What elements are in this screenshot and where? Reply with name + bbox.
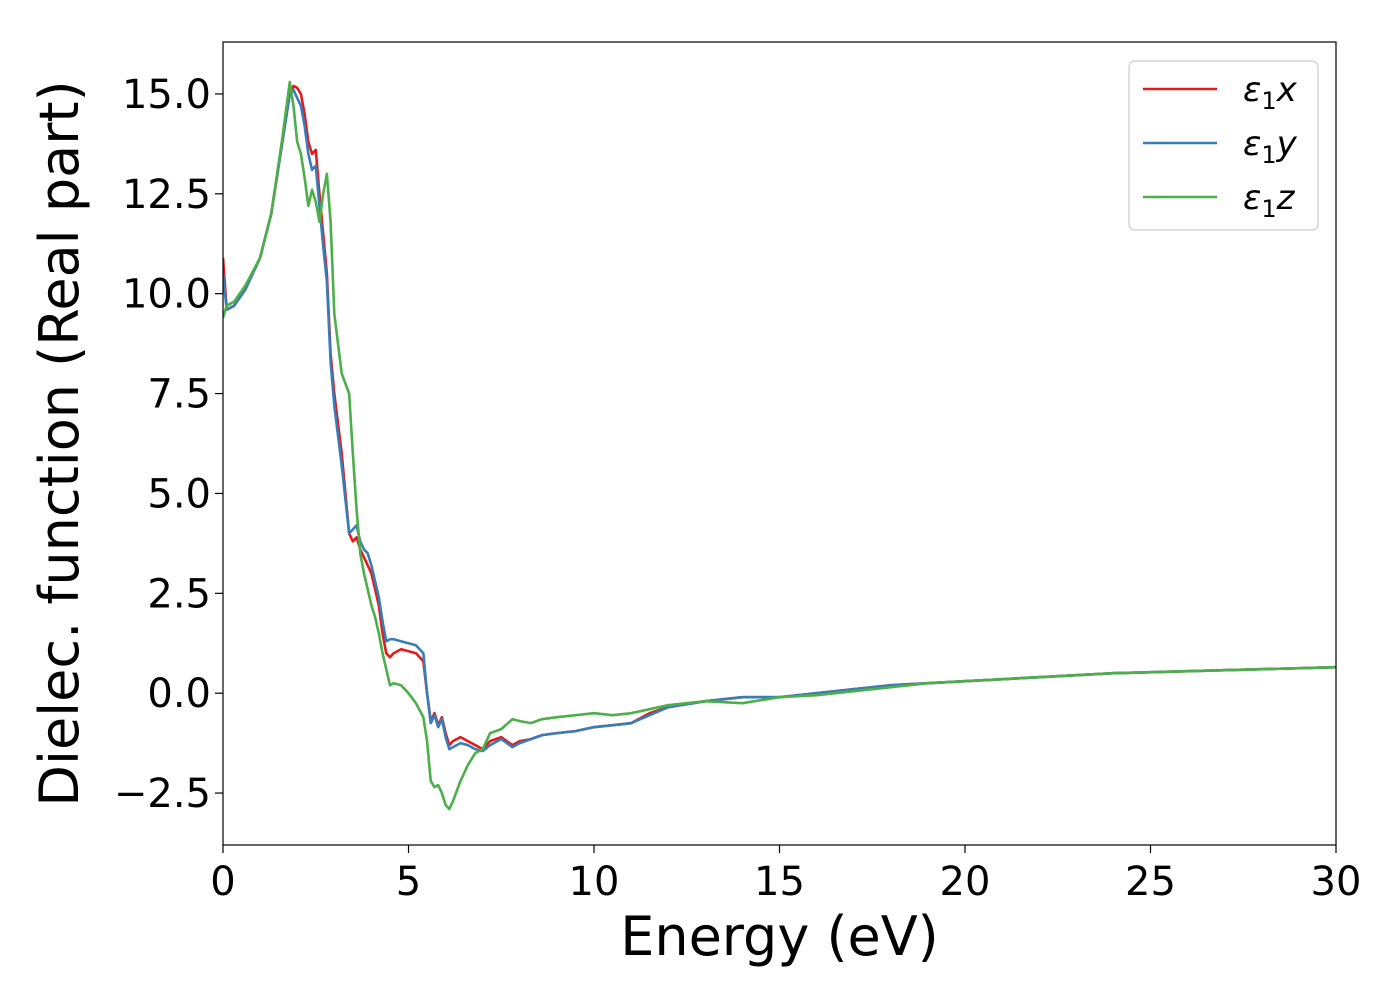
legend-box: [1128, 60, 1319, 231]
x-tick-label: 20: [940, 859, 991, 905]
y-tick-label: 12.5: [122, 172, 211, 218]
y-tick-label: −2.5: [114, 771, 211, 817]
legend-entry-y: ε1y: [1243, 124, 1298, 169]
legend-entry-x: ε1x: [1243, 70, 1298, 115]
legend: ε1x ε1y ε1z: [1128, 60, 1319, 231]
series-layer: [223, 80, 1336, 811]
x-axis-label: Energy (eV): [620, 905, 939, 968]
x-tick-label: 0: [210, 859, 235, 905]
legend-entry-z: ε1z: [1243, 178, 1296, 223]
y-tick-label: 2.5: [147, 571, 211, 617]
y-tick-label: 5.0: [147, 471, 211, 517]
y-tick-label: 15.0: [122, 72, 211, 118]
x-tick-label: 10: [569, 859, 620, 905]
x-tick-label: 5: [396, 859, 421, 905]
x-axis-ticks: 0 5 10 15 20 25 30: [210, 845, 1361, 905]
x-tick-label: 30: [1311, 859, 1362, 905]
y-tick-label: 7.5: [147, 372, 211, 418]
series-line-z: [223, 80, 1336, 811]
x-tick-label: 25: [1125, 859, 1176, 905]
x-tick-label: 15: [754, 859, 805, 905]
y-axis-ticks: −2.5 0.0 2.5 5.0 7.5 10.0 12.5 15.0: [114, 72, 223, 817]
y-tick-label: 0.0: [147, 671, 211, 717]
y-tick-label: 10.0: [122, 272, 211, 318]
y-axis-label: Dielec. function (Real part): [28, 80, 91, 806]
